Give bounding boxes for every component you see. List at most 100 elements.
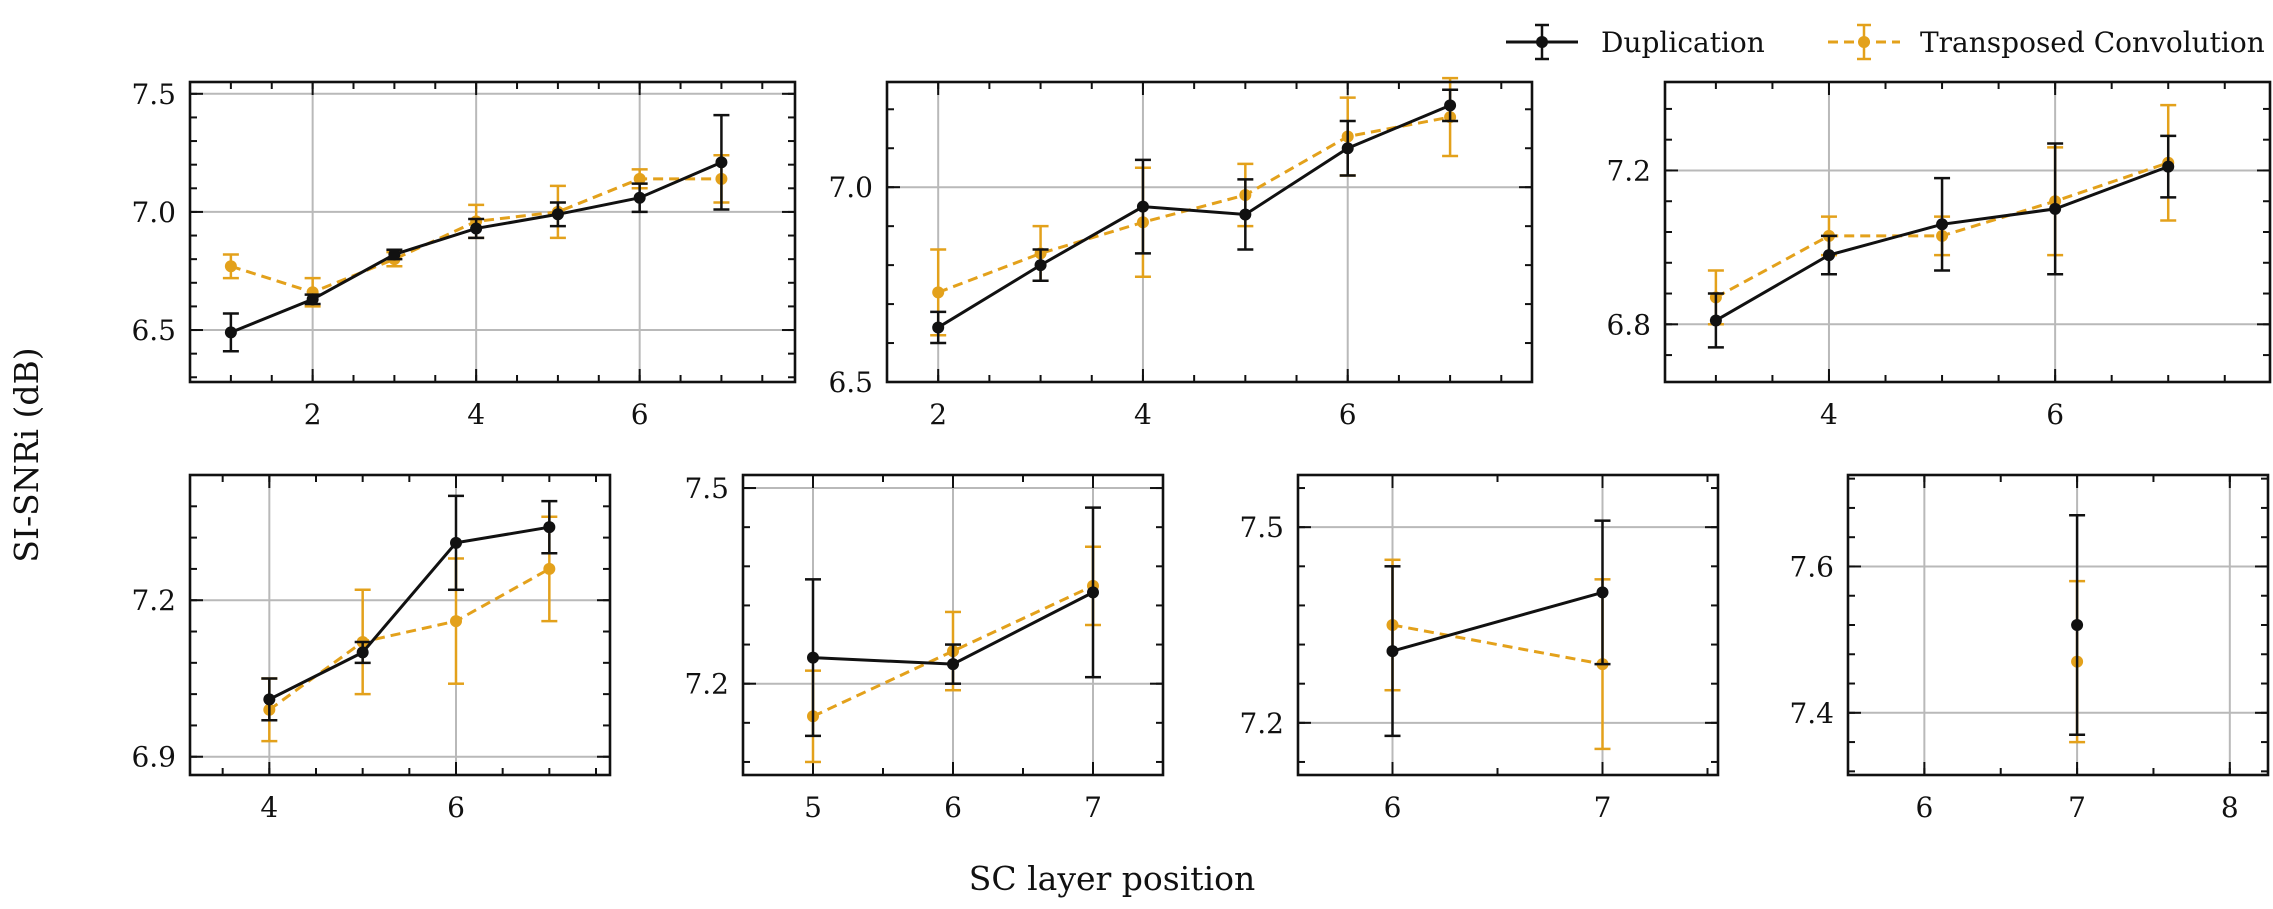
- data-point-transposed-convolution: [633, 172, 646, 185]
- data-point-duplication: [1709, 314, 1722, 327]
- y-tick-label: 7.2: [684, 668, 729, 701]
- x-tick-label: 4: [1820, 398, 1838, 431]
- series-transposed-convolution: [930, 76, 1459, 337]
- series-duplication: [805, 506, 1101, 738]
- x-tick-label: 4: [1134, 398, 1152, 431]
- plot-frame: [885, 80, 1534, 384]
- series-duplication: [930, 88, 1459, 345]
- series-line-transposed-convolution: [1392, 623, 1603, 666]
- series-duplication: [261, 494, 558, 722]
- plot-frame: [188, 473, 612, 777]
- data-point-duplication: [1822, 249, 1835, 262]
- x-tick-label: 4: [260, 791, 278, 824]
- data-point-duplication: [2071, 619, 2084, 631]
- subplots: 2 4 6 6.5 7.0 7.5 2 4 6 6.5 7.0 4 6 6.8 7.2 4 6 6.9 7.2 5 6 7…: [131, 76, 2272, 824]
- subplot-3: 4 6 6.8 7.2: [1606, 80, 2272, 431]
- x-tick-label: 6: [631, 398, 649, 431]
- data-point-duplication: [543, 521, 556, 534]
- x-tick-label: 2: [304, 398, 322, 431]
- subplot-5: 5 6 7 7.2 7.5: [684, 472, 1165, 824]
- data-point-duplication: [1444, 99, 1457, 112]
- data-point-duplication: [1341, 142, 1354, 155]
- data-point-duplication: [1087, 586, 1099, 599]
- data-point-duplication: [633, 191, 646, 204]
- data-point-duplication: [2049, 202, 2062, 215]
- data-point-duplication: [1136, 200, 1149, 213]
- x-tick-label: 7: [1594, 791, 1612, 824]
- y-tick-label: 7.2: [1606, 154, 1651, 187]
- x-tick-label: 2: [929, 398, 947, 431]
- x-tick-label: 7: [2068, 791, 2086, 824]
- y-tick-label: 6.9: [131, 741, 176, 774]
- series-duplication: [1384, 519, 1611, 738]
- x-tick-label: 8: [2221, 791, 2239, 824]
- x-tick-label: 6: [944, 791, 962, 824]
- data-point-duplication: [1936, 218, 1949, 231]
- series-transposed-convolution: [1384, 558, 1611, 751]
- data-point-duplication: [224, 326, 237, 339]
- plot-frame: [1296, 473, 1720, 777]
- x-axis-title: SC layer position: [969, 859, 1255, 898]
- data-point-duplication: [551, 208, 564, 221]
- y-tick-label: 6.8: [1606, 308, 1651, 341]
- legend-item-duplication: Duplication: [1506, 23, 1765, 61]
- data-point-duplication: [2162, 160, 2175, 173]
- data-point-transposed-convolution: [224, 260, 237, 273]
- subplot-4: 4 6 6.9 7.2: [131, 473, 612, 824]
- legend: Duplication Transposed Convolution: [1506, 23, 2265, 61]
- y-tick-label: 7.5: [131, 78, 176, 111]
- x-tick-label: 7: [1084, 791, 1102, 824]
- legend-marker-transposed-convolution: [1858, 36, 1870, 48]
- subplot-7: 6 7 8 7.4 7.6: [1789, 473, 2270, 824]
- plot-frame: [741, 473, 1165, 777]
- y-axis-title: SI-SNRi (dB): [7, 347, 46, 562]
- series-line-duplication: [937, 103, 1451, 329]
- series-line-transposed-convolution: [937, 115, 1451, 294]
- y-tick-label: 7.6: [1789, 550, 1834, 583]
- y-tick-label: 7.5: [684, 472, 729, 505]
- data-point-duplication: [715, 156, 728, 169]
- series-line-transposed-convolution: [812, 584, 1094, 718]
- plot-frame: [188, 80, 797, 384]
- x-tick-label: 4: [467, 398, 485, 431]
- y-tick-label: 7.0: [828, 171, 873, 204]
- series-line-duplication: [268, 525, 550, 701]
- data-point-transposed-convolution: [450, 615, 462, 628]
- y-tick-label: 6.5: [828, 366, 873, 399]
- series-transposed-convolution: [261, 515, 558, 743]
- y-tick-label: 7.2: [131, 584, 176, 617]
- legend-label-transposed-convolution: Transposed Convolution: [1920, 26, 2265, 59]
- data-point-transposed-convolution: [932, 286, 945, 299]
- x-tick-label: 6: [1915, 791, 1933, 824]
- data-point-duplication: [1034, 259, 1047, 272]
- legend-label-duplication: Duplication: [1601, 26, 1765, 59]
- x-tick-label: 5: [804, 791, 822, 824]
- data-point-duplication: [932, 321, 945, 334]
- data-point-duplication: [263, 693, 276, 706]
- data-point-duplication: [388, 248, 401, 261]
- x-tick-label: 6: [1339, 398, 1357, 431]
- data-point-duplication: [450, 536, 462, 549]
- data-point-transposed-convolution: [543, 562, 556, 575]
- y-tick-label: 7.0: [131, 196, 176, 229]
- plot-frame: [1846, 473, 2270, 777]
- x-tick-label: 6: [2046, 398, 2064, 431]
- subplot-6: 6 7 7.2 7.5: [1239, 473, 1720, 824]
- data-point-duplication: [1386, 645, 1399, 658]
- data-point-duplication: [947, 658, 959, 671]
- x-tick-label: 6: [1384, 791, 1402, 824]
- legend-marker-duplication: [1536, 36, 1548, 48]
- plot-frame: [1663, 80, 2272, 384]
- data-point-duplication: [1239, 208, 1252, 221]
- data-point-duplication: [470, 222, 483, 235]
- data-point-duplication: [356, 646, 369, 659]
- y-tick-label: 7.4: [1789, 697, 1834, 730]
- y-tick-label: 6.5: [131, 314, 176, 347]
- x-tick-label: 6: [447, 791, 465, 824]
- legend-item-transposed-convolution: Transposed Convolution: [1828, 23, 2265, 61]
- y-tick-label: 7.2: [1239, 707, 1284, 740]
- series-duplication: [2069, 513, 2086, 737]
- data-point-duplication: [306, 293, 319, 306]
- series-line-duplication: [1392, 590, 1603, 653]
